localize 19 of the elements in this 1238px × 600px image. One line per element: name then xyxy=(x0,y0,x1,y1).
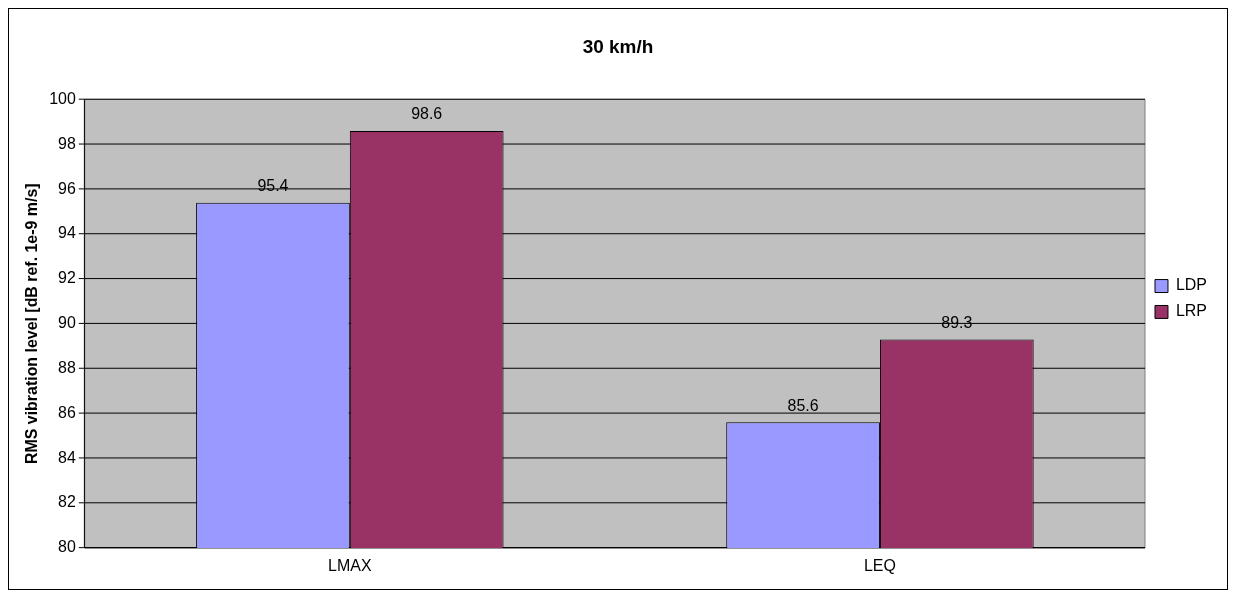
chart-title: 30 km/h xyxy=(582,36,654,58)
data-label: 85.6 xyxy=(787,396,819,414)
y-axis-title: RMS vibration level [dB ref. 1e-9 m/s] xyxy=(22,183,40,464)
data-label: 98.6 xyxy=(411,105,443,123)
y-tick-label: 90 xyxy=(58,314,76,332)
y-tick-label: 88 xyxy=(58,358,76,376)
y-tick-label: 80 xyxy=(58,538,76,556)
y-tick-label: 96 xyxy=(58,179,76,197)
legend-label: LDP xyxy=(1175,276,1207,294)
y-tick-label: 92 xyxy=(58,269,76,287)
y-tick-label: 94 xyxy=(58,224,76,242)
y-tick-label: 98 xyxy=(58,134,76,152)
legend-label: LRP xyxy=(1175,302,1207,320)
y-tick-label: 82 xyxy=(58,493,76,511)
x-tick-label: LMAX xyxy=(328,556,372,574)
y-tick-label: 86 xyxy=(58,403,76,421)
y-tick-label: 84 xyxy=(58,448,76,466)
x-tick-label: LEQ xyxy=(863,556,896,574)
y-tick-label: 100 xyxy=(49,89,76,107)
